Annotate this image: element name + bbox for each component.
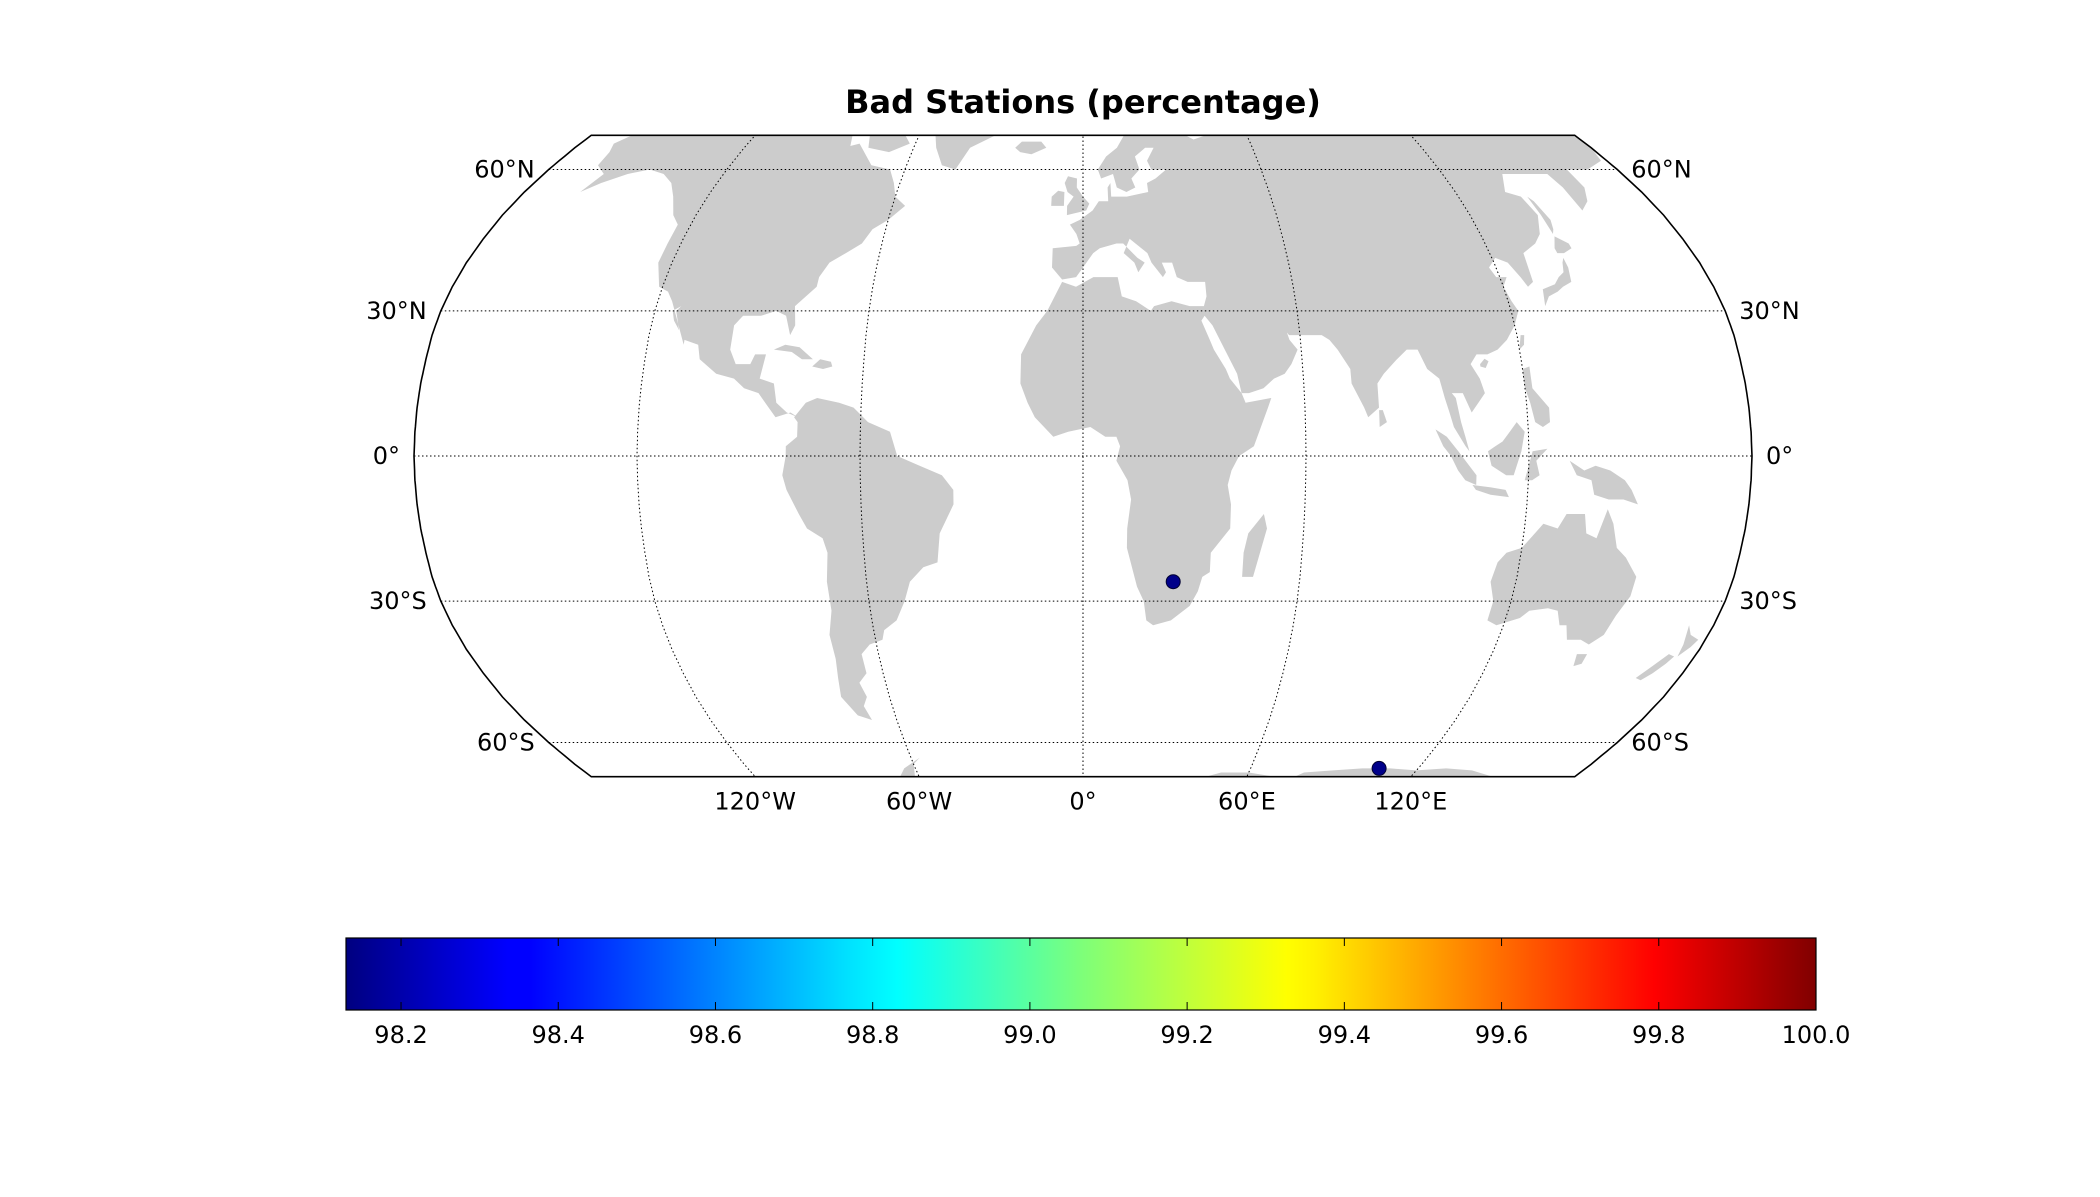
- station-marker: [1371, 760, 1387, 776]
- lat-label-right: 60°S: [1631, 728, 1689, 756]
- lat-label-left: 30°S: [369, 587, 427, 615]
- colorbar-tick-label: 98.8: [846, 1021, 899, 1049]
- chart-title: Bad Stations (percentage): [845, 83, 1321, 121]
- land-sakhalin: [1527, 196, 1554, 234]
- colorbar-tick-label: 99.4: [1318, 1021, 1371, 1049]
- lat-label-left: 0°: [373, 442, 400, 470]
- lon-label: 120°E: [1374, 788, 1447, 816]
- land-nz-south: [1635, 654, 1675, 681]
- land-madagascar: [1242, 514, 1267, 577]
- land-great-britain: [1064, 176, 1090, 216]
- colorbar-tick-label: 98.2: [374, 1021, 427, 1049]
- lat-label-right: 0°: [1766, 442, 1793, 470]
- station-marker: [1165, 574, 1181, 590]
- land-cuba: [773, 344, 813, 360]
- land-philippines: [1522, 366, 1550, 427]
- land-nz-north: [1677, 625, 1699, 657]
- longitude-labels: 120°W 60°W 0° 60°E 120°E: [714, 788, 1447, 816]
- colorbar-tick-label: 99.8: [1632, 1021, 1685, 1049]
- colorbar-gradient: [345, 937, 1817, 1011]
- land-iceland: [1015, 141, 1047, 155]
- lon-label: 60°W: [886, 788, 952, 816]
- lat-label-right: 30°N: [1739, 297, 1800, 325]
- lon-label: 120°W: [714, 788, 796, 816]
- land-baffin: [851, 135, 910, 153]
- land-sulawesi: [1524, 448, 1548, 481]
- colorbar-tick-label: 98.4: [532, 1021, 585, 1049]
- lon-label: 60°E: [1218, 788, 1276, 816]
- land-hispaniola: [812, 359, 833, 369]
- land-eurasia: [1020, 135, 1601, 626]
- land-sri-lanka: [1379, 410, 1387, 427]
- colorbar-tick-label: 99.0: [1003, 1021, 1056, 1049]
- colorbar: 98.2 98.4 98.6 98.8 99.0 99.2 99.4 99.6 99.8 100.…: [345, 937, 1850, 1049]
- land-masses: [580, 135, 1699, 777]
- land-borneo: [1488, 422, 1525, 476]
- land-java: [1472, 485, 1509, 498]
- meridian-line: [636, 135, 846, 777]
- land-japan: [1542, 257, 1572, 307]
- colorbar-tick-label: 99.6: [1475, 1021, 1528, 1049]
- land-australia: [1487, 509, 1637, 645]
- colorbar-tick-label: 99.2: [1160, 1021, 1213, 1049]
- lat-label-left: 30°N: [366, 297, 427, 325]
- land-north-america: [580, 135, 906, 418]
- colorbar-tick-label: 98.6: [689, 1021, 742, 1049]
- lat-label-right: 60°N: [1631, 156, 1692, 184]
- land-ireland: [1051, 190, 1065, 206]
- land-greenland: [908, 135, 1037, 170]
- graticule: [414, 135, 1752, 777]
- map-boundary: [413, 134, 1753, 778]
- colorbar-ticks: 98.2 98.4 98.6 98.8 99.0 99.2 99.4 99.6 99.8 100.…: [374, 938, 1850, 1049]
- land-new-guinea: [1569, 460, 1638, 505]
- meridian-line: [859, 135, 965, 777]
- station-markers: [1165, 574, 1387, 776]
- land-taiwan: [1519, 335, 1525, 350]
- lat-label-left: 60°N: [474, 156, 535, 184]
- lon-label: 0°: [1069, 788, 1096, 816]
- lat-label-left: 60°S: [477, 728, 535, 756]
- colorbar-tick-label: 100.0: [1782, 1021, 1851, 1049]
- meridian-line: [1320, 135, 1530, 777]
- meridian-line: [1201, 135, 1307, 777]
- land-tasmania: [1573, 654, 1588, 667]
- land-hokkaido: [1554, 236, 1572, 254]
- land-sumatra: [1435, 429, 1477, 485]
- lat-label-right: 30°S: [1739, 587, 1797, 615]
- land-south-america: [782, 398, 954, 720]
- latitude-labels: 60°N 60°N 30°N 30°N 0° 0° 30°S 30°S 60°S 60°S: [366, 156, 1799, 757]
- land-hainan: [1480, 358, 1489, 368]
- world-map: [414, 135, 1752, 777]
